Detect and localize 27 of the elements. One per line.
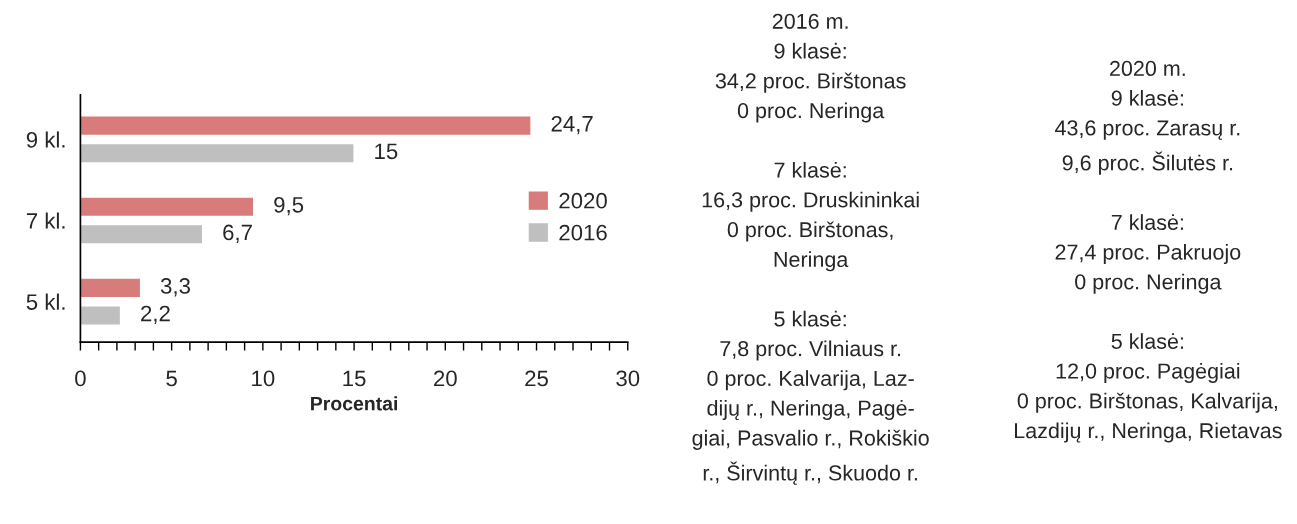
data-label: 2,2 bbox=[141, 305, 170, 324]
bar bbox=[80, 223, 204, 245]
bar bbox=[80, 304, 122, 326]
bar bbox=[80, 196, 255, 218]
text: 2016 m. 9 klasė: 34,2 proc. Birštonas 0 proc. Neringa 7 klasė: 16,3 proc. Druskininkai 0 proc. Birštonas, Neringa 5 klasė: 7,8 proc. Vilniaus r. 0 proc. Kalvarija, Laz- dijų r., Neringa, Pagė- giai, Pasvalio r., Rokiškio r., Širvintų r., Skuodo r. bbox=[692, 13, 929, 485]
y-tick-label: 9 kl. bbox=[26, 131, 65, 148]
legend-label: 2020 bbox=[559, 192, 607, 209]
data-label: 3,3 bbox=[160, 278, 190, 297]
x-tick-label: 5 bbox=[166, 370, 177, 387]
bar bbox=[80, 115, 532, 137]
y-tick-label: 5 kl. bbox=[26, 293, 65, 310]
x-tick-label: 20 bbox=[434, 370, 457, 387]
y-tick-label: 7 kl. bbox=[26, 212, 65, 229]
text: 2020 m. 9 klasė: 43,6 proc. Zarasų r. 9,6 proc. Šilutės r. 7 klasė: 27,4 proc. Pakruojo 0 proc. Neringa 5 klasė: 12,0 proc. Pagėgiai 0 proc. Birštonas, Kalvarija, Lazdijų r., Neringa, Rietavas bbox=[1015, 60, 1282, 443]
data-label: 24,7 bbox=[551, 115, 593, 135]
x-tick-label: 10 bbox=[252, 370, 275, 387]
bar bbox=[80, 277, 142, 299]
x-tick-label: 25 bbox=[525, 370, 548, 387]
x-tick-label: 15 bbox=[343, 370, 366, 387]
data-label: 6,7 bbox=[223, 224, 252, 243]
x-axis-title: Procentai bbox=[311, 396, 398, 411]
x-tick-label: 0 bbox=[75, 370, 86, 387]
data-label: 15 bbox=[375, 143, 398, 160]
legend-label: 2016 bbox=[559, 224, 607, 241]
data-label: 9,5 bbox=[274, 196, 304, 216]
x-tick-label: 30 bbox=[616, 370, 640, 387]
bar bbox=[80, 142, 355, 164]
